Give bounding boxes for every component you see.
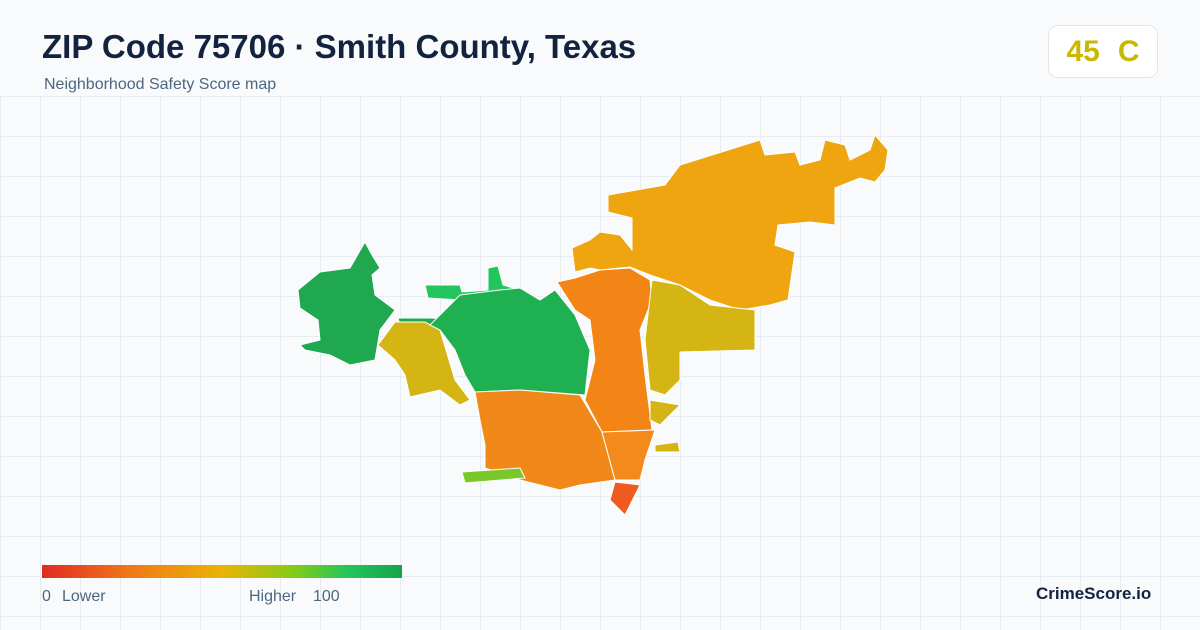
header [0, 0, 1200, 96]
legend-gradient [42, 565, 402, 578]
region [461, 467, 526, 484]
title: ZIP Code 75706 · Smith County, Texas [42, 28, 637, 65]
legend-min: 0 [42, 588, 51, 605]
legend-max-label: Higher [249, 588, 297, 605]
brand: CrimeScore.io [1036, 584, 1152, 603]
legend-min-label: Lower [62, 588, 106, 605]
region [556, 267, 653, 433]
region [429, 287, 591, 396]
region [377, 321, 471, 406]
region [571, 134, 889, 311]
score-grade: C [1117, 34, 1140, 68]
score-badge: 45 C [1048, 25, 1158, 78]
region [654, 441, 681, 453]
score-value: 45 [1066, 34, 1100, 68]
region [601, 429, 656, 481]
subtitle: Neighborhood Safety Score map [44, 76, 277, 93]
legend-max: 100 [313, 588, 340, 605]
region [474, 389, 616, 491]
region [609, 481, 641, 516]
region [644, 279, 756, 396]
region [649, 399, 682, 426]
